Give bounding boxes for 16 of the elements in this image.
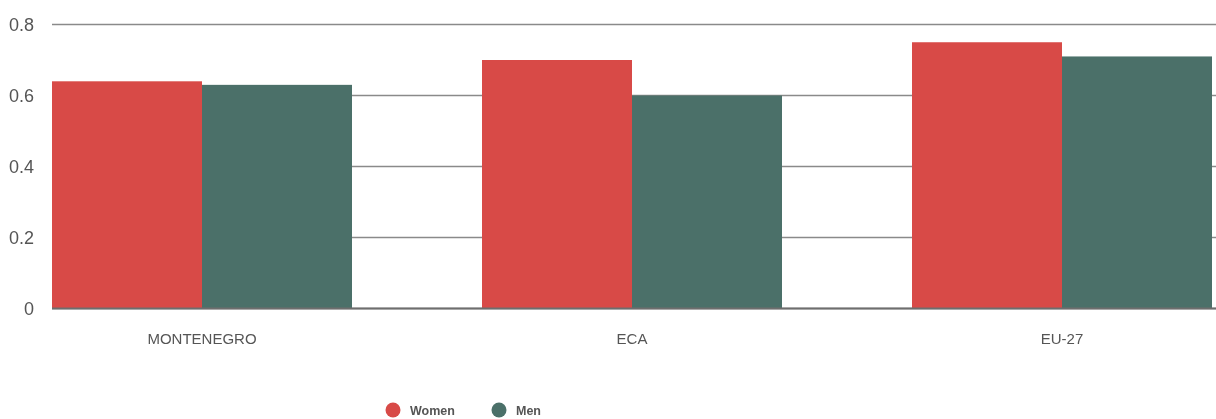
x-tick-label: EU-27 xyxy=(1040,329,1084,347)
x-tick-label: MONTENEGRO xyxy=(147,329,257,347)
bar xyxy=(1062,56,1212,309)
y-tick-label: 0.6 xyxy=(8,85,34,106)
legend-label: Men xyxy=(516,403,541,418)
bar xyxy=(912,42,1062,309)
bar xyxy=(52,81,202,309)
y-tick-label: 0 xyxy=(23,298,34,319)
x-tick-label: ECA xyxy=(616,329,648,347)
y-tick-label: 0.8 xyxy=(8,14,34,35)
bar xyxy=(482,60,632,309)
legend-label: Women xyxy=(410,403,455,418)
y-tick-label: 0.2 xyxy=(8,227,34,248)
bar xyxy=(632,95,782,309)
y-tick-label: 0.4 xyxy=(8,156,34,177)
bar xyxy=(202,84,352,309)
